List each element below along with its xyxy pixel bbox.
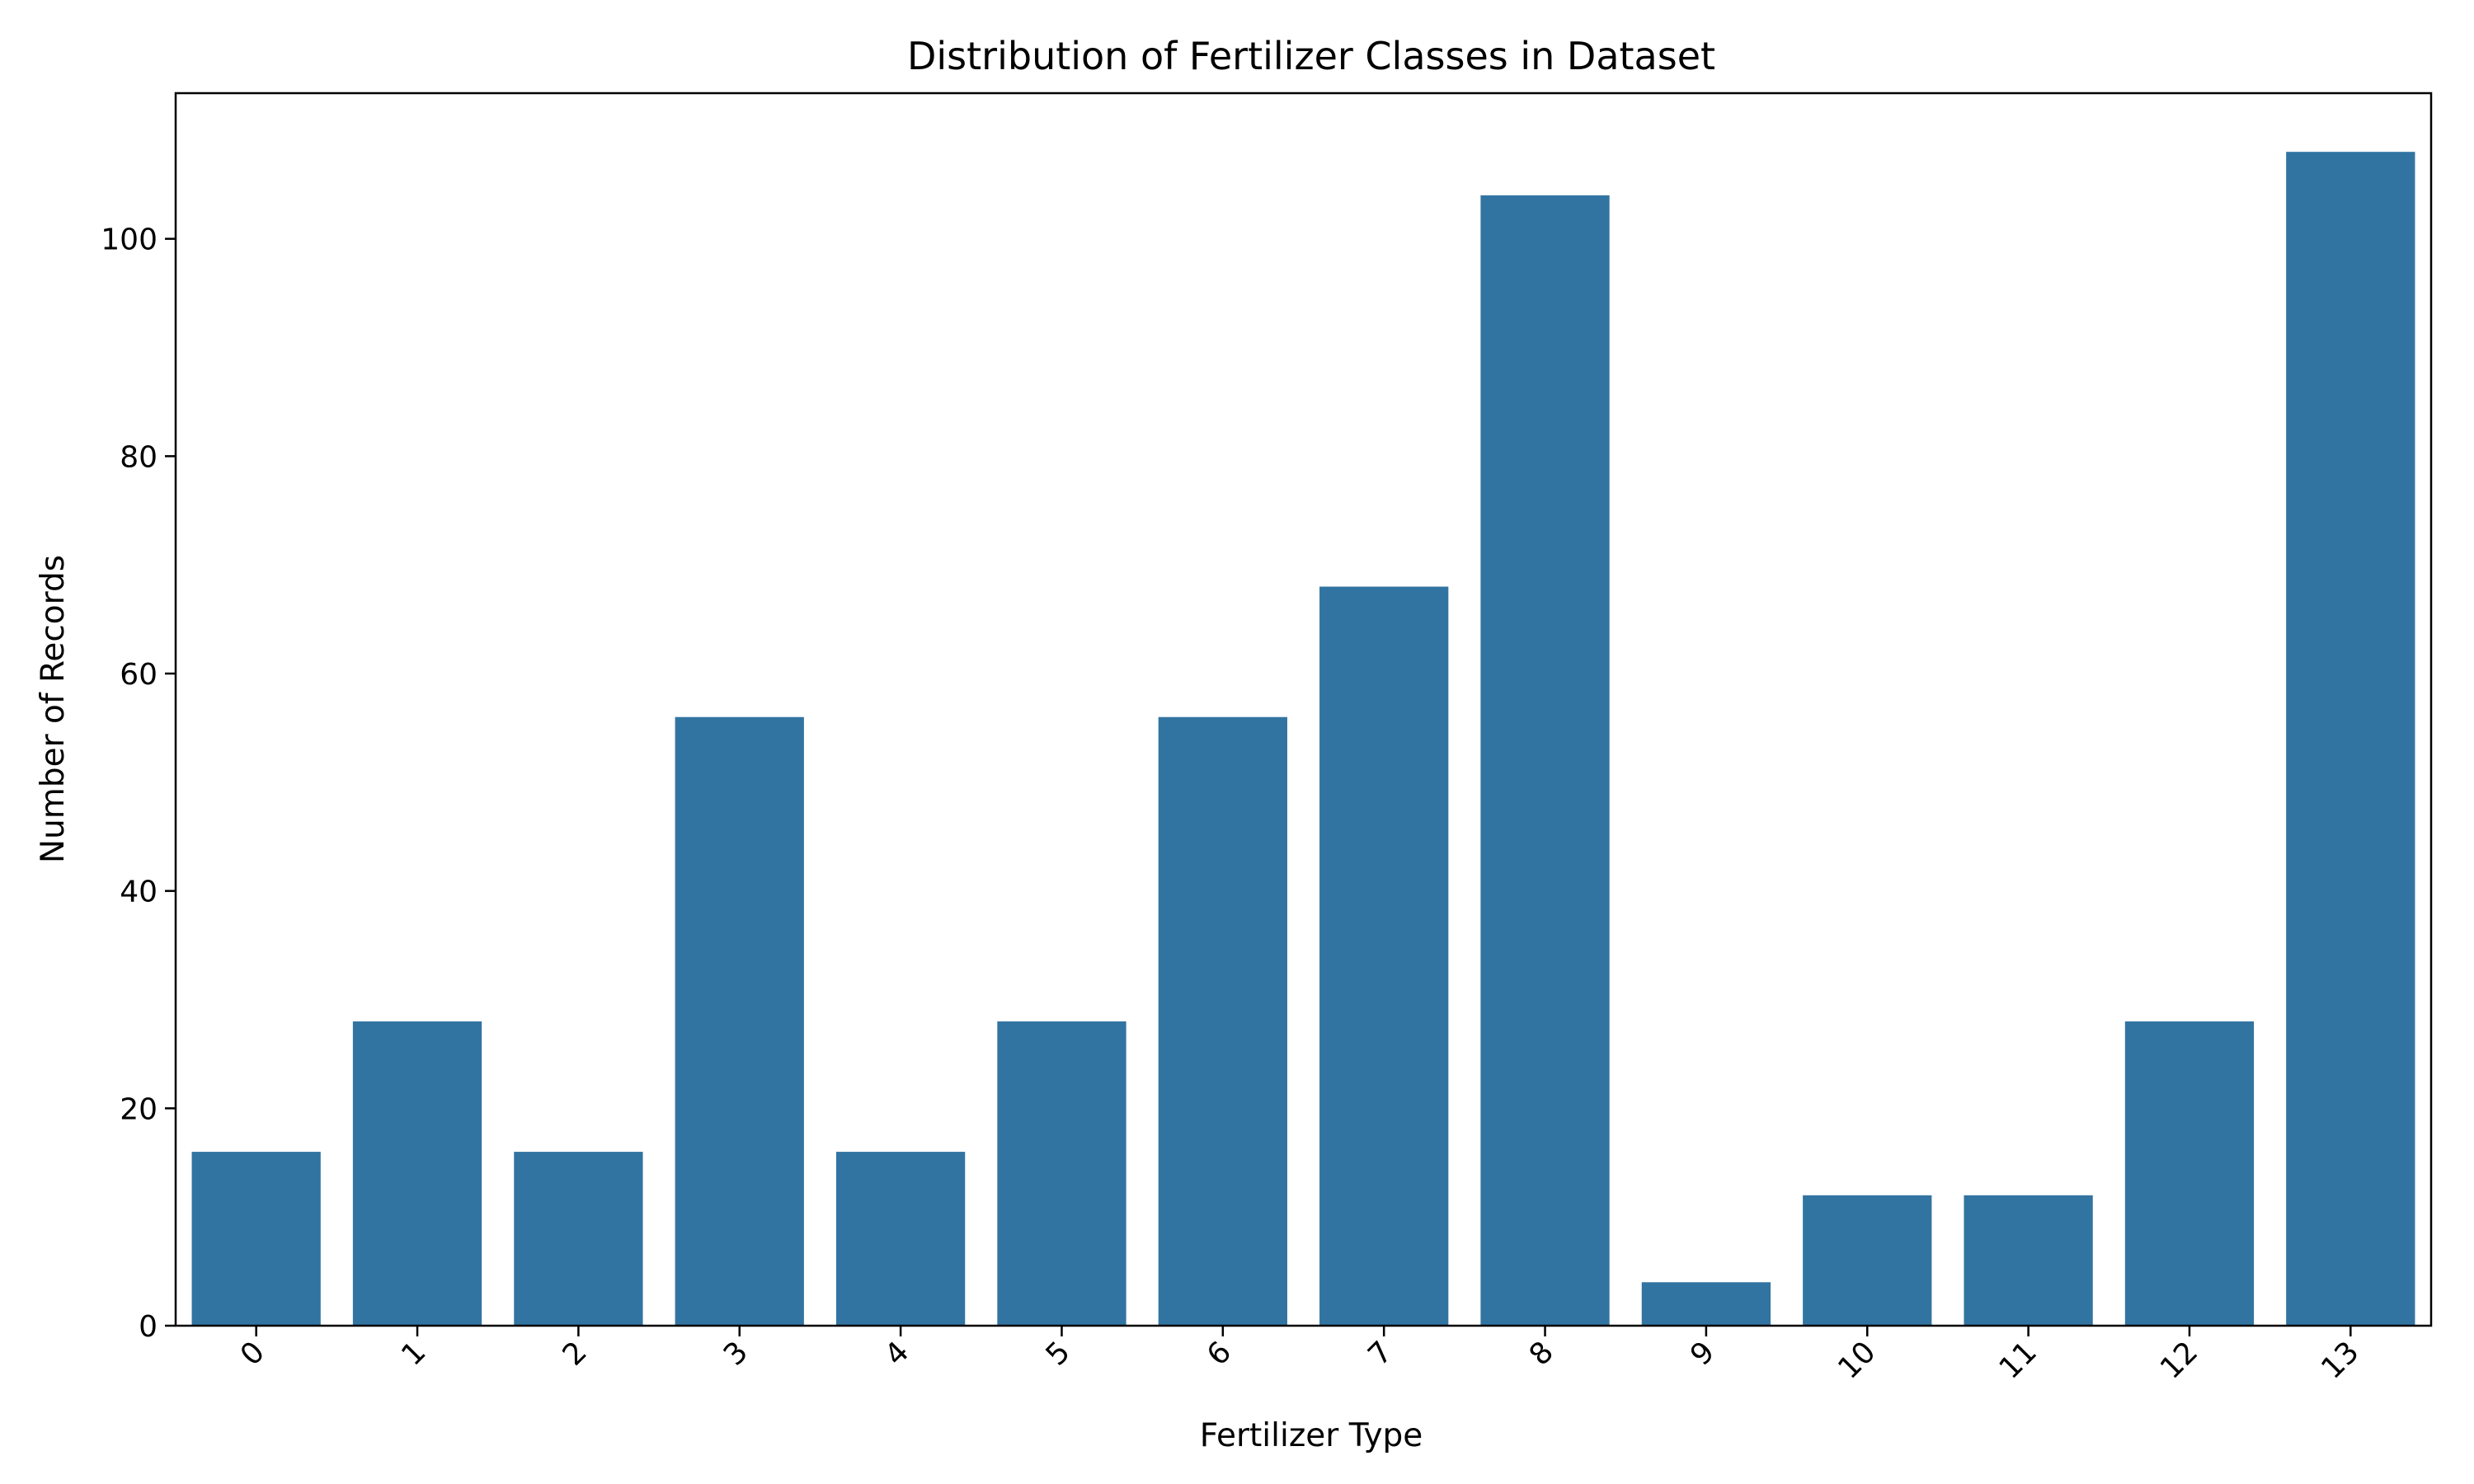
y-tick-label: 0 [139,1310,158,1344]
x-tick-label: 4 [878,1335,915,1372]
y-axis-label: Number of Records [35,555,72,863]
bars-layer [191,152,2415,1327]
x-tick-label: 8 [1523,1335,1560,1372]
chart-title: Distribution of Fertilizer Classes in Da… [907,34,1715,78]
x-tick-label: 9 [1684,1335,1721,1372]
plot-area-frame [174,92,2433,1327]
x-tick-label: 11 [1993,1335,2044,1385]
y-tick-label: 20 [120,1092,158,1126]
x-axis-ticks: 0 1 2 3 4 5 6 7 8 9 10 11 12 13 [234,1326,2366,1386]
bar-4 [835,1152,966,1326]
bar-5 [997,1021,1126,1326]
bar-3 [675,716,804,1326]
x-axis-label: Fertilizer Type [1200,1417,1423,1454]
x-tick-label: 3 [717,1335,755,1372]
x-tick-label: 12 [2154,1335,2204,1385]
y-tick-label: 60 [120,658,158,692]
bar-12 [2124,1021,2255,1326]
x-tick-label: 2 [557,1335,594,1372]
y-axis-ticks: 0 20 40 60 80 100 [101,223,176,1344]
bar-10 [1803,1195,1932,1326]
y-tick-label: 100 [101,223,158,257]
bar-13 [2286,152,2415,1327]
bar-9 [1641,1282,1771,1326]
x-tick-label: 13 [2315,1335,2365,1385]
bar-1 [352,1021,482,1326]
bar-8 [1480,195,1610,1326]
x-tick-label: 5 [1040,1335,1077,1372]
x-tick-label: 0 [234,1335,271,1372]
x-tick-label: 10 [1832,1335,1882,1385]
bar-7 [1319,586,1449,1326]
bar-11 [1964,1195,2093,1326]
y-tick-label: 80 [120,440,158,474]
y-tick-label: 40 [120,876,158,909]
bar-6 [1158,716,1287,1326]
x-tick-label: 7 [1362,1335,1399,1372]
bar-2 [514,1152,643,1326]
x-tick-label: 1 [395,1335,432,1372]
x-tick-label: 6 [1201,1335,1238,1372]
bar-0 [191,1152,321,1326]
